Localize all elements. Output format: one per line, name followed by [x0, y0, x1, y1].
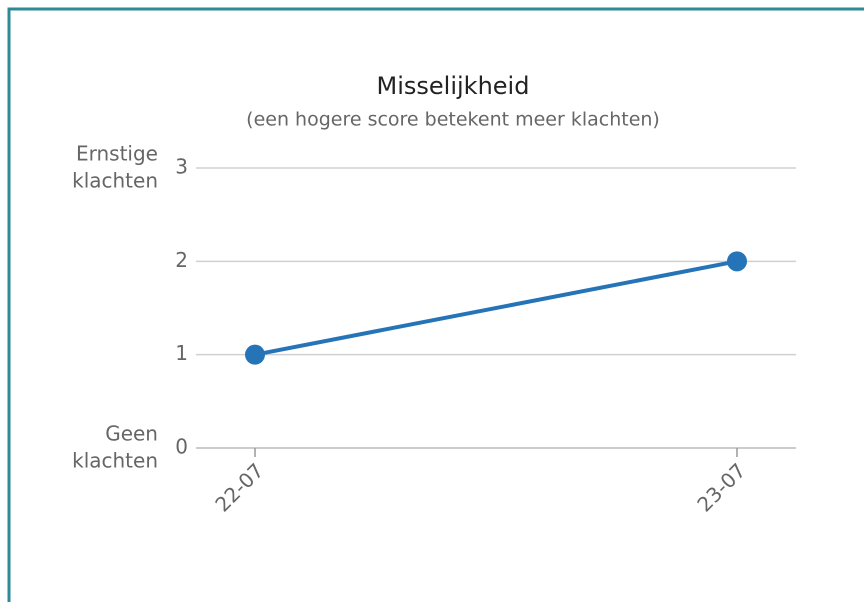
chart-subtitle: (een hogere score betekent meer klachten… [246, 109, 660, 131]
axis-end-label: Geen [105, 422, 158, 446]
axis-end-label: klachten [72, 449, 158, 473]
point [727, 251, 747, 272]
y-tick-label: 2 [175, 248, 188, 272]
y-tick-label: 0 [175, 435, 188, 459]
point [245, 344, 265, 365]
line [254, 259, 738, 357]
x-tick-label: 23-07 [692, 458, 750, 516]
x-tick-label: 22-07 [210, 458, 268, 516]
frame [7, 7, 864, 602]
axis-end-label: klachten [72, 169, 158, 193]
chart-title: Misselijkheid [377, 72, 530, 100]
axis-end-label: Ernstige [76, 142, 158, 166]
y-tick-label: 3 [175, 155, 188, 179]
y-tick-label: 1 [175, 341, 188, 365]
